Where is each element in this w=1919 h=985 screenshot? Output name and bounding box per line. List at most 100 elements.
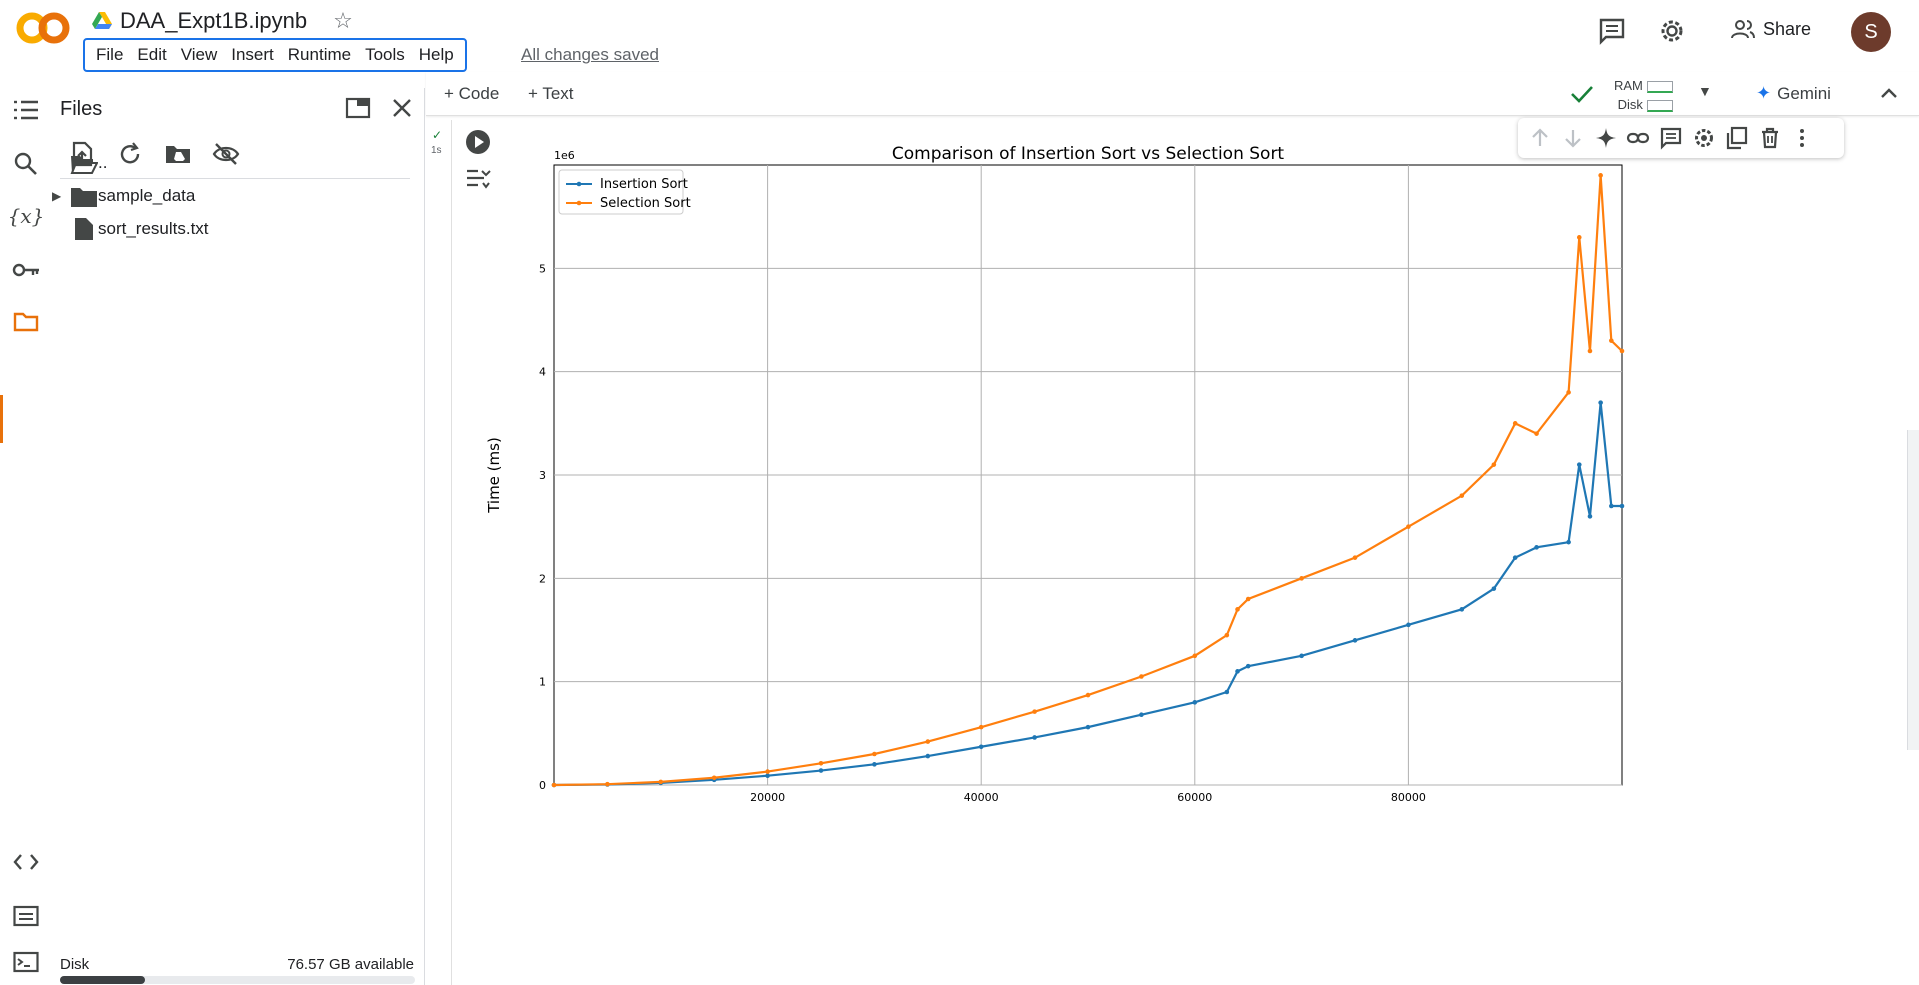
add-code-button[interactable]: + Code — [444, 84, 500, 103]
data-point — [1192, 653, 1198, 659]
settings-gear-icon[interactable] — [1657, 16, 1687, 46]
mirror-cell-icon[interactable] — [1725, 126, 1749, 150]
code-snippets-icon[interactable] — [12, 848, 40, 876]
runtime-dropdown-icon[interactable]: ▼ — [1698, 83, 1712, 99]
data-point — [978, 744, 984, 750]
gemini-label: Gemini — [1777, 83, 1831, 103]
data-point — [1299, 576, 1304, 581]
tree-item-label: .. — [98, 153, 108, 172]
secrets-key-icon[interactable] — [12, 256, 40, 284]
sort-comparison-chart: 20000 40000 60000 80000 0 1 2 3 4 5 1e6 Comparison … — [485, 144, 1625, 804]
output-scrollbar[interactable] — [1907, 430, 1919, 750]
run-cell-button[interactable] — [464, 128, 492, 156]
menu-tools[interactable]: Tools — [365, 45, 405, 64]
move-down-arrow-icon[interactable] — [1561, 126, 1585, 150]
data-point — [1576, 462, 1582, 467]
variables-icon[interactable]: {x} — [7, 204, 45, 228]
data-point — [1032, 735, 1037, 740]
tree-row-parent[interactable]: .. — [52, 145, 412, 181]
y-tick-label: 0 — [539, 779, 546, 792]
delete-trash-icon[interactable] — [1758, 126, 1782, 150]
avatar[interactable]: S — [1851, 12, 1891, 52]
data-point — [1459, 607, 1465, 612]
y-tick-label: 4 — [539, 366, 546, 379]
y-tick-label: 5 — [539, 262, 546, 275]
people-icon — [1731, 20, 1755, 39]
colab-logo[interactable] — [14, 10, 72, 46]
data-point — [925, 753, 931, 759]
data-point — [658, 779, 664, 785]
share-button[interactable]: Share — [1731, 18, 1811, 40]
menu-edit[interactable]: Edit — [137, 45, 167, 64]
data-point — [1245, 663, 1251, 669]
data-point — [1534, 545, 1539, 550]
data-point — [1032, 709, 1037, 714]
resource-monitor[interactable]: RAM Disk — [1614, 76, 1673, 114]
active-indicator — [0, 395, 3, 443]
comment-icon[interactable] — [1597, 16, 1627, 46]
data-point — [1406, 524, 1411, 529]
table-of-contents-icon[interactable] — [12, 96, 40, 124]
star-icon[interactable]: ☆ — [333, 8, 353, 33]
menu-runtime[interactable]: Runtime — [287, 45, 352, 64]
save-status[interactable]: All changes saved — [521, 45, 659, 64]
expand-arrow-icon[interactable]: ▶ — [52, 189, 62, 203]
disk-usage-fill — [60, 976, 146, 984]
collapse-chevron-icon[interactable] — [1879, 85, 1899, 101]
data-point — [1491, 462, 1497, 467]
data-point — [1352, 555, 1358, 560]
data-point — [1352, 638, 1358, 643]
top-bar: DAA_Expt1B.ipynb ☆ File Edit View Insert… — [0, 0, 1919, 72]
disk-gauge — [1646, 99, 1673, 112]
notebook-toolbar: + Code + Text RAM Disk ▼ ✦ Gemini — [426, 72, 1919, 116]
data-point — [872, 751, 877, 757]
menu-insert[interactable]: Insert — [231, 45, 274, 64]
menu-view[interactable]: View — [180, 45, 218, 64]
link-icon[interactable] — [1626, 126, 1650, 150]
data-point — [872, 762, 877, 767]
execution-time: 1s — [431, 145, 442, 156]
notebook-name[interactable]: DAA_Expt1B.ipynb — [120, 8, 308, 33]
open-folder-icon — [70, 156, 98, 174]
data-point — [551, 782, 557, 788]
output-actions-icon[interactable] — [464, 166, 492, 190]
tree-row-sort-results[interactable]: sort_results.txt — [52, 211, 412, 247]
open-in-tab-icon[interactable] — [344, 94, 372, 122]
more-options-icon[interactable] — [1790, 126, 1814, 150]
data-point — [925, 739, 931, 744]
legend-marker — [576, 181, 582, 187]
terminal-icon[interactable] — [12, 948, 40, 976]
settings-gear-icon[interactable] — [1692, 126, 1716, 150]
search-icon[interactable] — [12, 150, 40, 178]
comment-icon[interactable] — [1659, 126, 1683, 150]
data-point — [1587, 514, 1593, 519]
y-tick-label: 3 — [539, 469, 546, 482]
refresh-icon[interactable] — [116, 140, 144, 168]
x-tick-label: 40000 — [964, 791, 999, 804]
data-point — [1576, 235, 1582, 240]
data-point — [711, 775, 717, 781]
data-point — [1224, 632, 1230, 638]
data-point — [1235, 607, 1240, 612]
data-point — [1192, 700, 1198, 705]
data-point — [1534, 431, 1539, 436]
data-point — [1619, 348, 1625, 354]
data-point — [1235, 669, 1240, 674]
data-point — [1619, 503, 1625, 509]
close-icon[interactable] — [388, 94, 416, 122]
command-palette-icon[interactable] — [12, 902, 40, 930]
move-up-arrow-icon[interactable] — [1528, 126, 1552, 150]
gemini-sparkle-icon[interactable] — [1594, 126, 1618, 150]
mount-drive-icon[interactable] — [164, 140, 192, 168]
add-text-button[interactable]: + Text — [528, 84, 574, 103]
data-point — [818, 761, 824, 766]
gemini-button[interactable]: ✦ Gemini — [1756, 83, 1831, 104]
tree-row-sample-data[interactable]: ▶ sample_data — [52, 178, 412, 214]
hide-files-eye-icon[interactable] — [212, 140, 240, 168]
data-point — [1139, 674, 1144, 679]
files-folder-icon[interactable] — [12, 308, 40, 336]
menu-file[interactable]: File — [96, 45, 124, 64]
google-drive-icon — [92, 12, 112, 29]
folder-icon — [71, 188, 97, 207]
menu-help[interactable]: Help — [418, 45, 454, 64]
